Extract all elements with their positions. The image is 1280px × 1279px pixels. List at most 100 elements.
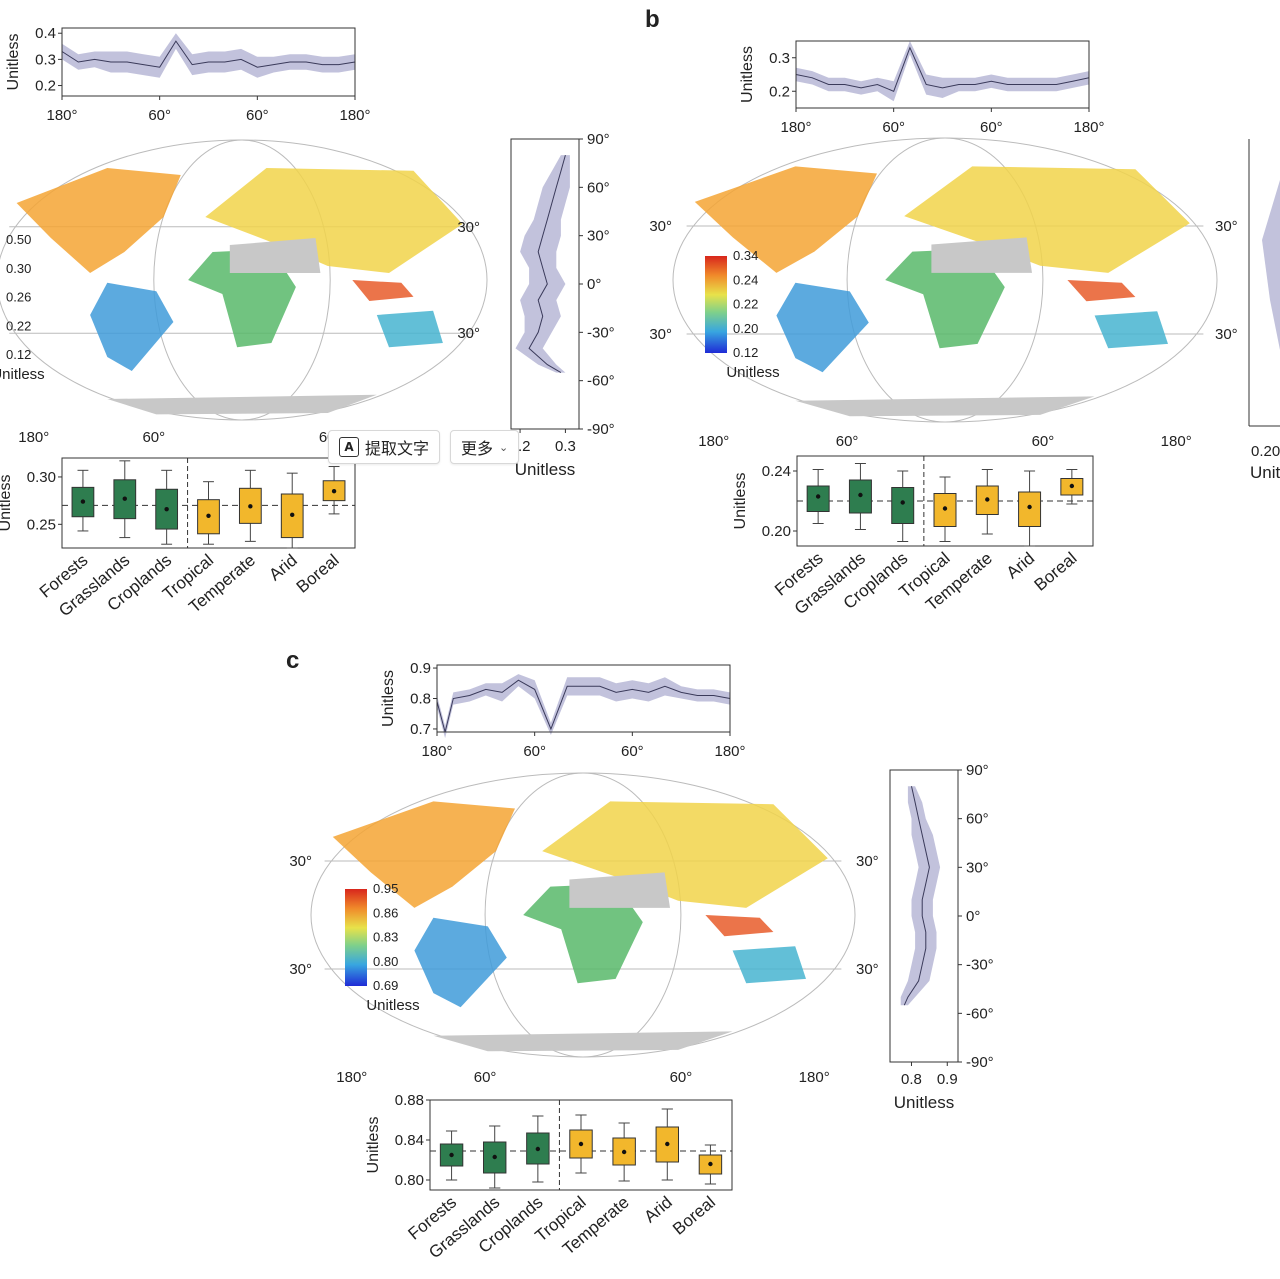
map-a: 0.50 0.30 0.26 0.22 0.12 Unitless 30° 30° 180° 60… xyxy=(0,139,488,446)
x-tick-label: 60° xyxy=(523,743,546,760)
lat-profile-band xyxy=(1262,180,1280,350)
y-tick-label: 0.2 xyxy=(35,78,56,95)
land-africa xyxy=(885,248,1005,349)
mean-dot xyxy=(449,1152,454,1158)
lat-label: 30° xyxy=(457,219,480,236)
extract-text-button[interactable]: A 提取文字 xyxy=(328,430,441,464)
lon-profile-line xyxy=(436,679,731,733)
lon-profile-band xyxy=(796,41,1089,102)
mean-dot xyxy=(578,1141,584,1147)
y-tick-label: 0.84 xyxy=(395,1132,424,1149)
x-tick-label: 180° xyxy=(339,107,370,124)
category-label: Boreal xyxy=(293,551,343,597)
y-tick-label: 0.3 xyxy=(769,50,790,67)
land-africa xyxy=(523,883,643,984)
category-label: Boreal xyxy=(669,1193,719,1239)
lon-profile-line xyxy=(61,40,356,68)
y-tick-label: -30° xyxy=(966,957,994,974)
lon-profile-line xyxy=(795,46,1090,92)
y-axis-label: Unitless xyxy=(365,1117,382,1174)
land-australia xyxy=(376,310,443,348)
colorbar-tick-label: 0.22 xyxy=(733,297,758,312)
box-arid xyxy=(1018,491,1042,527)
y-tick-label: 0.24 xyxy=(762,463,791,480)
land-sahara xyxy=(569,872,670,908)
lat-profile-c: 90° 60° 30° 0° -30° -60° -90° 0.8 0.9 Unitless xyxy=(889,762,994,1112)
land-antarctica xyxy=(795,396,1095,417)
y-axis-label: Unitless xyxy=(732,473,749,530)
y-tick-label: 0.7 xyxy=(410,721,431,738)
y-tick-label: 0.3 xyxy=(35,51,56,68)
lon-label: 60° xyxy=(836,433,859,450)
mean-dot xyxy=(122,496,127,501)
colorbar-tick-label: 0.26 xyxy=(6,290,31,305)
mean-dot xyxy=(1069,483,1075,489)
category-label: Arid xyxy=(640,1193,675,1227)
meridian xyxy=(153,139,331,421)
colorbar-tick-label: 0.24 xyxy=(733,272,758,287)
x-tick-label: 0.20 xyxy=(1251,443,1280,460)
lat-label: 30° xyxy=(289,961,312,978)
land-sahara xyxy=(229,238,321,273)
text-extract-icon: A xyxy=(339,437,359,457)
lat-label: 30° xyxy=(649,218,672,235)
y-tick-label: 0.25 xyxy=(27,516,56,533)
colorbar-label: Unitless xyxy=(0,366,45,383)
mean-dot xyxy=(535,1146,541,1152)
lat-profile-band xyxy=(515,155,570,373)
y-tick-label: -90° xyxy=(587,421,615,438)
panel-label-b: b xyxy=(645,6,660,33)
more-button[interactable]: 更多 ⌄ xyxy=(450,430,520,464)
box-croplands xyxy=(891,487,915,524)
mean-dot xyxy=(942,506,948,511)
boxplot-a: ForestsGrasslandsCroplandsTropicalTemper… xyxy=(0,457,356,620)
y-axis-label: Unitless xyxy=(739,46,756,103)
land-southeast-asia xyxy=(705,915,774,937)
y-tick-label: 0.4 xyxy=(35,25,56,42)
y-tick-label: -60° xyxy=(587,373,615,390)
boxplot-c: ForestsGrasslandsCroplandsTropicalTemper… xyxy=(365,1092,733,1262)
colorbar-tick-label: 0.50 xyxy=(6,232,31,247)
y-tick-label: 60° xyxy=(587,179,610,196)
lat-label: 30° xyxy=(1215,218,1238,235)
lon-label: 60° xyxy=(670,1069,693,1086)
x-tick-label: 60° xyxy=(980,119,1003,136)
boxplot-frame xyxy=(61,457,356,549)
mean-dot xyxy=(492,1154,497,1160)
y-tick-label: 0.2 xyxy=(769,83,790,100)
x-tick-label: 0.9 xyxy=(937,1071,958,1088)
y-axis-label: Unitless xyxy=(5,34,22,91)
y-tick-label: 30° xyxy=(966,859,989,876)
lat-label: 30° xyxy=(856,961,879,978)
y-tick-label: 0° xyxy=(587,276,601,293)
lon-profile-band xyxy=(437,674,730,739)
y-tick-label: 0.9 xyxy=(410,660,431,677)
lat-profile-line xyxy=(903,786,930,1006)
lat-label: 30° xyxy=(856,853,879,870)
colorbar-tick-label: 0.95 xyxy=(373,881,398,896)
mean-dot xyxy=(621,1149,627,1155)
lat-label: 30° xyxy=(1215,326,1238,343)
lon-label: 60° xyxy=(142,429,165,446)
y-tick-label: 60° xyxy=(966,811,989,828)
x-tick-label: 60° xyxy=(882,119,905,136)
colorbar-tick-label: 0.12 xyxy=(733,345,758,360)
colorbar-label: Unitless xyxy=(726,364,779,381)
y-axis-label: Unitless xyxy=(0,475,14,532)
x-tick-label: 60° xyxy=(621,743,644,760)
lon-label: 180° xyxy=(698,433,729,450)
lon-label: 180° xyxy=(1161,433,1192,450)
lat-label: 30° xyxy=(649,326,672,343)
mean-dot xyxy=(164,506,169,512)
land-eurasia xyxy=(904,166,1190,273)
land-south-america xyxy=(776,282,869,373)
mean-dot xyxy=(858,492,863,498)
y-tick-label: 0° xyxy=(966,908,980,925)
colorbar-tick-label: 0.83 xyxy=(373,930,398,945)
colorbar xyxy=(345,889,367,986)
land-south-america xyxy=(90,282,174,371)
colorbar-tick-label: 0.69 xyxy=(373,978,398,993)
y-tick-label: 0.30 xyxy=(27,469,56,486)
